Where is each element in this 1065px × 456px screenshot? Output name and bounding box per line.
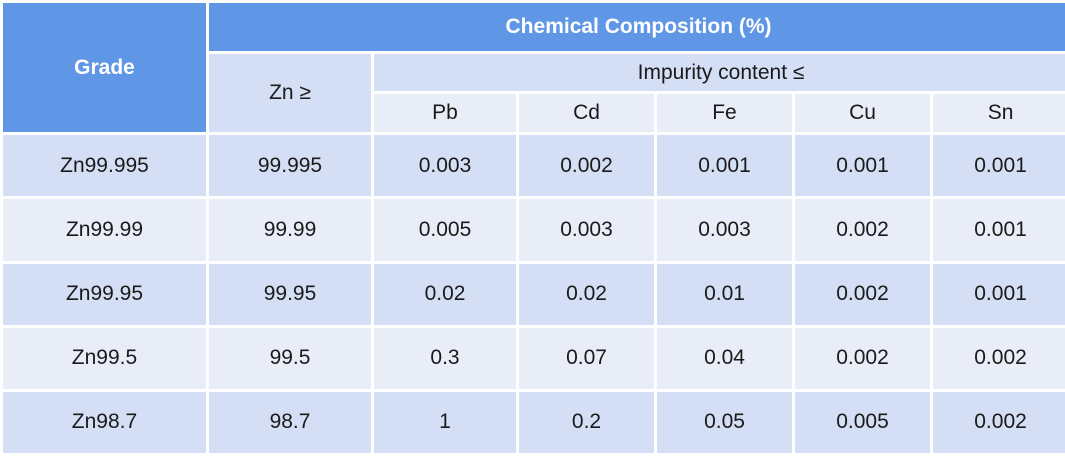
zn-cell: 98.7 bbox=[209, 391, 371, 453]
grade-cell: Zn99.995 bbox=[3, 135, 206, 197]
pb-cell: 0.003 bbox=[374, 135, 516, 197]
sn-cell: 0.002 bbox=[933, 327, 1065, 389]
pb-cell: 0.005 bbox=[374, 199, 516, 261]
cu-header: Cu bbox=[795, 94, 930, 133]
pb-cell: 0.02 bbox=[374, 263, 516, 325]
fe-cell: 0.05 bbox=[657, 391, 792, 453]
grade-header: Grade bbox=[3, 3, 206, 133]
fe-cell: 0.01 bbox=[657, 263, 792, 325]
cd-cell: 0.07 bbox=[519, 327, 654, 389]
zn-min-header: Zn ≥ bbox=[209, 54, 371, 133]
cd-header: Cd bbox=[519, 94, 654, 133]
cu-cell: 0.002 bbox=[795, 263, 930, 325]
zn-cell: 99.5 bbox=[209, 327, 371, 389]
sn-cell: 0.001 bbox=[933, 135, 1065, 197]
pb-cell: 1 bbox=[374, 391, 516, 453]
pb-cell: 0.3 bbox=[374, 327, 516, 389]
table-row: Zn99.99 99.99 0.005 0.003 0.003 0.002 0.… bbox=[3, 199, 1065, 261]
cd-cell: 0.002 bbox=[519, 135, 654, 197]
cu-cell: 0.005 bbox=[795, 391, 930, 453]
cu-cell: 0.002 bbox=[795, 327, 930, 389]
grade-cell: Zn99.99 bbox=[3, 199, 206, 261]
fe-cell: 0.003 bbox=[657, 199, 792, 261]
zn-cell: 99.99 bbox=[209, 199, 371, 261]
zn-cell: 99.995 bbox=[209, 135, 371, 197]
cd-cell: 0.003 bbox=[519, 199, 654, 261]
fe-cell: 0.001 bbox=[657, 135, 792, 197]
fe-cell: 0.04 bbox=[657, 327, 792, 389]
composition-header: Chemical Composition (%) bbox=[209, 3, 1065, 52]
table-row: Zn99.95 99.95 0.02 0.02 0.01 0.002 0.001 bbox=[3, 263, 1065, 325]
grade-cell: Zn99.5 bbox=[3, 327, 206, 389]
impurity-header: Impurity content ≤ bbox=[374, 54, 1065, 92]
table-row: Zn98.7 98.7 1 0.2 0.05 0.005 0.002 bbox=[3, 391, 1065, 453]
cd-cell: 0.2 bbox=[519, 391, 654, 453]
sn-cell: 0.002 bbox=[933, 391, 1065, 453]
zn-cell: 99.95 bbox=[209, 263, 371, 325]
grade-cell: Zn98.7 bbox=[3, 391, 206, 453]
fe-header: Fe bbox=[657, 94, 792, 133]
table-row: Zn99.5 99.5 0.3 0.07 0.04 0.002 0.002 bbox=[3, 327, 1065, 389]
sn-cell: 0.001 bbox=[933, 199, 1065, 261]
cu-cell: 0.001 bbox=[795, 135, 930, 197]
pb-header: Pb bbox=[374, 94, 516, 133]
cu-cell: 0.002 bbox=[795, 199, 930, 261]
cd-cell: 0.02 bbox=[519, 263, 654, 325]
sn-header: Sn bbox=[933, 94, 1065, 133]
table-row: Zn99.995 99.995 0.003 0.002 0.001 0.001 … bbox=[3, 135, 1065, 197]
grade-cell: Zn99.95 bbox=[3, 263, 206, 325]
sn-cell: 0.001 bbox=[933, 263, 1065, 325]
